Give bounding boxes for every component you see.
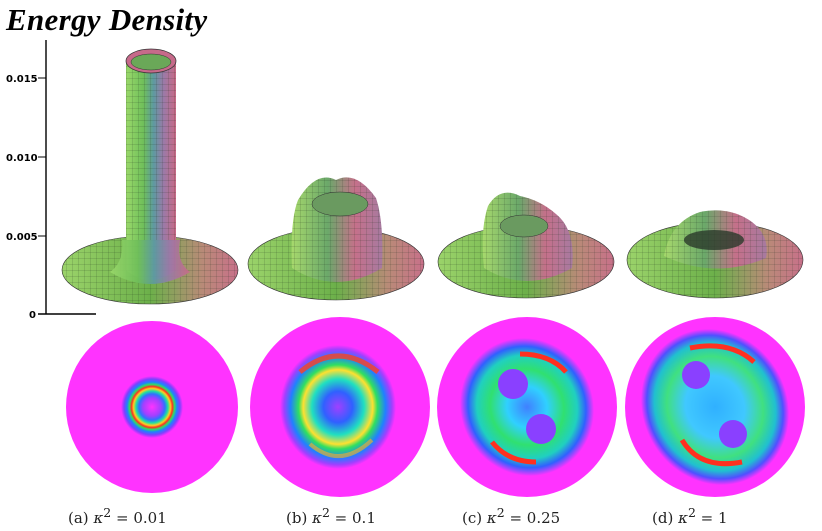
density-plot-c <box>437 317 617 497</box>
surface-plot-c <box>437 192 615 299</box>
caption-label: (d) <box>652 509 674 527</box>
page-title: Energy Density <box>6 2 208 37</box>
density-plot-b <box>250 317 430 497</box>
caption-c: (c) κ2 = 0.25 <box>462 505 560 527</box>
caption-exponent: 2 <box>687 505 696 520</box>
surface-plot-d <box>626 210 804 299</box>
axis-tick-label: 0.005 <box>6 232 38 243</box>
axis-tick-label: 0.015 <box>6 74 38 85</box>
caption-a: (a) κ2 = 0.01 <box>68 505 167 527</box>
caption-label: (a) <box>68 509 89 527</box>
axis-tick-label: 0.010 <box>6 153 38 164</box>
caption-exponent: 2 <box>321 505 330 520</box>
surface-plot-b <box>247 177 425 301</box>
caption-value: = 0.1 <box>334 509 376 527</box>
caption-value: = 0.25 <box>509 509 561 527</box>
caption-label: (b) <box>286 509 308 527</box>
caption-d: (d) κ2 = 1 <box>652 505 728 527</box>
caption-value: = 0.01 <box>116 509 167 527</box>
caption-variable: κ <box>93 509 104 527</box>
caption-exponent: 2 <box>496 505 505 520</box>
caption-b: (b) κ2 = 0.1 <box>286 505 376 527</box>
caption-variable: κ <box>678 509 688 527</box>
density-plot-d <box>625 317 805 497</box>
axis-tick-label: 0 <box>29 310 36 321</box>
caption-exponent: 2 <box>103 505 112 520</box>
caption-variable: κ <box>312 509 322 527</box>
energy-axis: 0.015 0.010 0.005 0 <box>6 40 96 321</box>
density-plot-a <box>66 321 238 493</box>
caption-variable: κ <box>486 509 497 527</box>
caption-label: (c) <box>462 509 483 527</box>
caption-value: = 1 <box>700 509 728 527</box>
surface-plot-a <box>61 48 239 305</box>
